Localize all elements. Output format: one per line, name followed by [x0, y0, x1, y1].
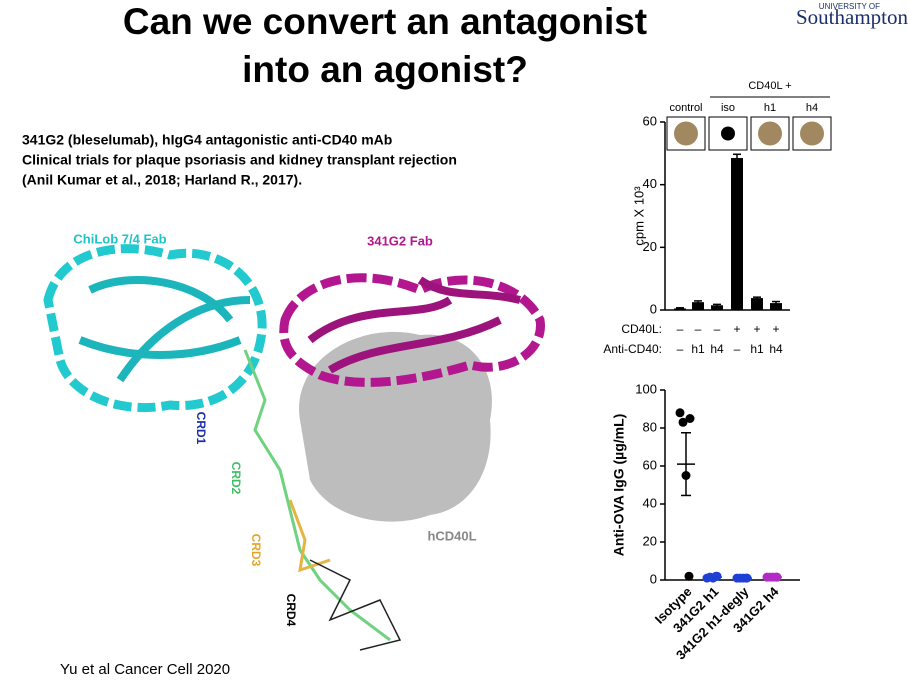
- y-tick-label: 60: [643, 457, 657, 472]
- bar: [692, 302, 704, 310]
- fab-magenta: [279, 273, 545, 387]
- y-axis-label: cpm X 10³: [631, 186, 646, 246]
- y-axis-label: Anti-OVA IgG (µg/mL): [611, 414, 627, 557]
- dot: [675, 408, 685, 418]
- title: Can we convert an antagonist: [123, 1, 647, 42]
- row-label: CD40L:: [621, 322, 662, 336]
- y-tick-label: 20: [643, 533, 657, 548]
- image-label: control: [669, 102, 702, 114]
- logo-small: UNIVERSITY OF: [819, 2, 880, 11]
- structure: [43, 244, 545, 651]
- structure-label: 341G2 Fab: [367, 233, 433, 248]
- colony: [758, 121, 782, 146]
- description: 341G2 (bleselumab), hIgG4 antagonistic a…: [22, 132, 392, 148]
- dot: [678, 417, 688, 427]
- cd40-chain: [309, 559, 402, 651]
- cd40-chain: [288, 499, 331, 573]
- structure-label: CRD3: [249, 534, 263, 567]
- fab-cyan: [43, 244, 267, 413]
- fab-cyan: [78, 276, 251, 383]
- row-value: –: [734, 342, 741, 356]
- row-label: Anti-CD40:: [603, 342, 662, 356]
- image-label: h4: [806, 102, 818, 114]
- structure-label: hCD40L: [427, 528, 476, 543]
- bar: [711, 305, 723, 310]
- y-tick-label: 20: [643, 239, 657, 254]
- description: Clinical trials for plaque psoriasis and…: [22, 152, 457, 168]
- y-tick-label: 100: [635, 381, 657, 396]
- colony: [721, 126, 735, 141]
- row-value: +: [733, 322, 740, 336]
- colony: [674, 121, 698, 146]
- image-label: iso: [721, 102, 735, 114]
- row-value: h4: [710, 342, 724, 356]
- header: CD40L +: [748, 80, 791, 92]
- row-value: +: [772, 322, 779, 336]
- y-tick-label: 0: [650, 301, 657, 316]
- row-value: –: [677, 342, 684, 356]
- row-value: –: [695, 322, 702, 336]
- y-tick-label: 0: [650, 571, 657, 586]
- bar: [770, 303, 782, 310]
- structure-label: ChiLob 7/4 Fab: [73, 231, 166, 246]
- dot: [685, 414, 695, 423]
- ligand-surface: [299, 331, 492, 522]
- row-value: h1: [750, 342, 764, 356]
- structure-label: CRD2: [229, 462, 243, 495]
- y-tick-label: 40: [643, 495, 657, 510]
- row-value: h1: [691, 342, 705, 356]
- y-tick-label: 80: [643, 419, 657, 434]
- description: (Anil Kumar et al., 2018; Harland R., 20…: [22, 172, 302, 188]
- row-value: h4: [769, 342, 783, 356]
- bar: [751, 298, 763, 310]
- fab-magenta: [307, 276, 521, 374]
- row-value: –: [714, 322, 721, 336]
- bar: [731, 158, 743, 310]
- dot: [684, 571, 694, 581]
- row-value: –: [677, 322, 684, 336]
- title: into an agonist?: [242, 49, 528, 90]
- structure-label: CRD4: [284, 594, 298, 627]
- y-tick-label: 40: [643, 176, 657, 191]
- citation: Yu et al Cancer Cell 2020: [60, 661, 230, 678]
- image-label: h1: [764, 102, 776, 114]
- y-tick-label: 60: [643, 113, 657, 128]
- logo: Southampton: [796, 5, 908, 29]
- colony: [800, 121, 824, 146]
- bar: [674, 308, 686, 310]
- row-value: +: [753, 322, 760, 336]
- structure-label: CRD1: [194, 412, 208, 445]
